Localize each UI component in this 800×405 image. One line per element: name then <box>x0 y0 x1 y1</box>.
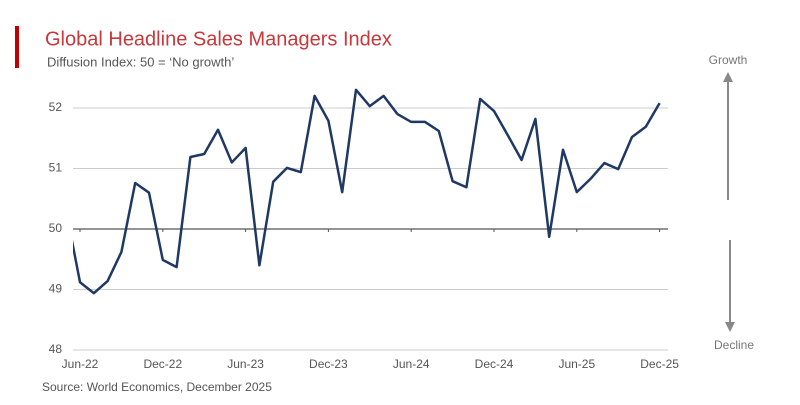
growth-arrowhead <box>723 72 733 82</box>
y-tick-label: 52 <box>49 100 63 114</box>
x-tick-label: Jun-22 <box>62 357 99 371</box>
decline-label: Decline <box>714 338 754 352</box>
x-tick-label: Dec-24 <box>475 357 514 371</box>
x-tick-label: Jun-24 <box>393 357 430 371</box>
source-note: Source: World Economics, December 2025 <box>42 380 272 394</box>
growth-label: Growth <box>709 53 748 67</box>
y-tick-label: 49 <box>49 282 63 296</box>
x-tick-label: Dec-22 <box>143 357 182 371</box>
x-tick-label: Dec-25 <box>640 357 679 371</box>
title-accent <box>15 26 19 68</box>
y-tick-label: 51 <box>49 161 63 175</box>
chart-title: Global Headline Sales Managers Index <box>45 28 392 50</box>
y-tick-label: 50 <box>49 221 63 235</box>
y-tick-label: 48 <box>49 342 63 356</box>
x-tick-label: Dec-23 <box>309 357 348 371</box>
x-tick-label: Jun-25 <box>558 357 595 371</box>
x-tick-label: Jun-23 <box>227 357 264 371</box>
data-line <box>73 88 661 295</box>
chart-subtitle: Diffusion Index: 50 = ‘No growth’ <box>47 54 234 69</box>
decline-arrowhead <box>725 322 735 332</box>
